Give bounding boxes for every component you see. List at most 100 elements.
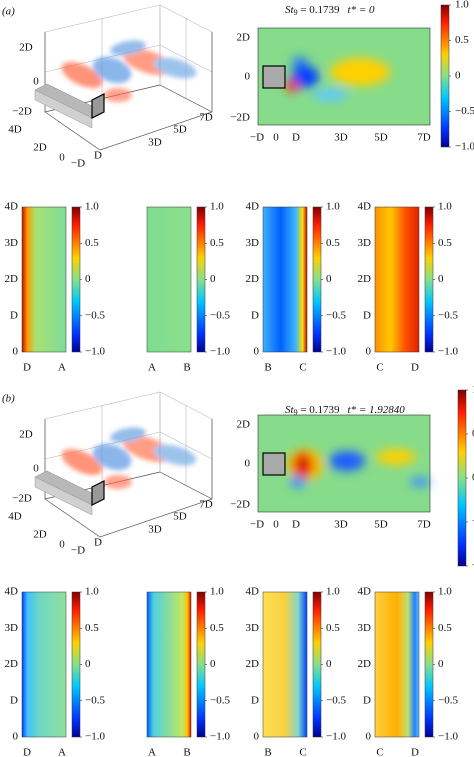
x-tick-label: −D	[250, 132, 264, 144]
slice-field	[374, 591, 420, 738]
slice-y-tick-label: 2D	[246, 273, 260, 285]
vortex	[376, 449, 416, 465]
x-tick-label: D	[94, 537, 102, 549]
colorbar-tick-label: 0.5	[326, 237, 340, 249]
depth-tick-label: 0	[59, 539, 65, 551]
x-tick-label: D	[292, 519, 300, 531]
z-tick-label: 2D	[19, 429, 33, 441]
colorbar-tick-label: 0.5	[210, 622, 224, 634]
colorbar-tick-label: 0.5	[438, 237, 452, 249]
slice-x-label: B	[264, 747, 271, 757]
vortex	[290, 476, 306, 488]
slice-y-tick-label: 3D	[358, 237, 372, 249]
colorbar-tick-label: −0.5	[455, 105, 474, 117]
slice-x-label: B	[264, 362, 271, 374]
slice-y-tick-label: 0	[13, 731, 19, 743]
colorbar-tick-label: 0	[85, 658, 91, 670]
colorbar-tick-label: 0.5	[326, 622, 340, 634]
vortex	[329, 451, 365, 471]
slice-y-tick-label: 2D	[5, 658, 19, 670]
colorbar-tick-label: 1.0	[326, 201, 340, 213]
x-tick-label: 5D	[374, 519, 388, 531]
slice-field	[146, 206, 192, 353]
title-value: = 0.1739	[298, 4, 340, 16]
colorbar-tick-label: −1.0	[472, 560, 474, 572]
slice-y-tick-label: 4D	[5, 201, 19, 213]
vortex	[312, 89, 348, 101]
title-st: St	[285, 4, 295, 16]
colorbar-tick-label: 0.5	[85, 237, 99, 249]
slice-x-label: B	[183, 747, 190, 757]
x-tick-label: 5D	[173, 511, 187, 523]
colorbar-tick-label: 0.5	[472, 428, 474, 440]
colorbar-tick-label: −1.0	[455, 141, 474, 153]
colorbar-tick-label: −0.5	[438, 694, 458, 706]
panel-label: (b)	[2, 393, 15, 405]
field-title: St9 = 0.1739 t* = 1.92840	[285, 404, 405, 417]
colorbar-tick-label: 0	[326, 273, 332, 285]
cylinder	[262, 452, 286, 476]
colorbar-tick-label: 1.0	[85, 586, 99, 598]
colorbar-tick-label: 1.0	[455, 0, 469, 11]
colorbar-tick-label: −0.5	[326, 694, 346, 706]
cylinder	[262, 65, 286, 89]
vortex	[293, 452, 313, 478]
colorbar-tick-label: 0	[210, 273, 216, 285]
title-time: t* = 1.92840	[348, 404, 406, 416]
field-structures	[286, 57, 390, 101]
colorbar-tick-label: 1.0	[85, 201, 99, 213]
field-frame	[257, 27, 431, 126]
y-tick-label: 0	[245, 71, 251, 83]
depth-tick-label: 4D	[8, 511, 22, 523]
z-tick-label: 2D	[19, 42, 33, 54]
colorbar-tick-label: 0	[210, 658, 216, 670]
z-tick-label: 0	[33, 463, 39, 475]
title-value: = 0.1739	[298, 404, 340, 416]
x-tick-label: D	[94, 150, 102, 162]
slice-y-tick-label: 0	[366, 346, 372, 358]
z-tick-label: −2D	[12, 106, 32, 118]
x-tick-label: D	[292, 132, 300, 144]
x-tick-label: 5D	[173, 124, 187, 136]
x-tick-label: −D	[250, 519, 264, 531]
slice-y-tick-label: 3D	[246, 622, 260, 634]
colorbar-tick-label: −0.5	[85, 694, 105, 706]
slice-y-tick-label: 3D	[246, 237, 260, 249]
slice-x-label: D	[411, 747, 419, 757]
colorbar-tick-label: 0.5	[210, 237, 224, 249]
x-tick-label: 7D	[417, 132, 431, 144]
y-tick-label: −2D	[230, 112, 250, 124]
slice-y-tick-label: 4D	[5, 586, 19, 598]
slice-x-label: C	[376, 747, 383, 757]
x-tick-label: 3D	[148, 524, 162, 536]
colorbar-tick-label: −0.5	[210, 309, 230, 321]
depth-tick-label: 2D	[33, 142, 47, 154]
colorbar-tick-label: 0	[85, 273, 91, 285]
y-tick-label: −2D	[230, 499, 250, 511]
slice-y-tick-label: 0	[13, 346, 19, 358]
vortex	[286, 80, 298, 92]
slice-y-tick-label: 3D	[5, 237, 19, 249]
colorbar-tick-label: −0.5	[326, 309, 346, 321]
colorbar-tick-label: 1.0	[210, 201, 224, 213]
x-tick-label: 3D	[148, 137, 162, 149]
colorbar	[312, 206, 322, 353]
slice-y-tick-label: 4D	[246, 201, 260, 213]
colorbar-tick-label: −1.0	[326, 731, 346, 743]
title-sub: 9	[294, 8, 298, 17]
colorbar	[196, 591, 206, 738]
field-title: St9 = 0.1739 t* = 0	[285, 4, 375, 17]
slice-x-label: D	[411, 362, 419, 374]
field-structures	[287, 449, 430, 488]
colorbar-tick-label: −0.5	[472, 516, 474, 528]
panel-label: (a)	[2, 6, 15, 18]
colorbar-tick-label: −1.0	[326, 346, 346, 358]
slice-y-tick-label: 0	[254, 346, 260, 358]
x-tick-label: 7D	[199, 499, 213, 511]
colorbar	[457, 389, 467, 567]
z-tick-label: −2D	[12, 493, 32, 505]
colorbar	[196, 206, 206, 353]
slice-y-tick-label: D	[363, 694, 371, 706]
